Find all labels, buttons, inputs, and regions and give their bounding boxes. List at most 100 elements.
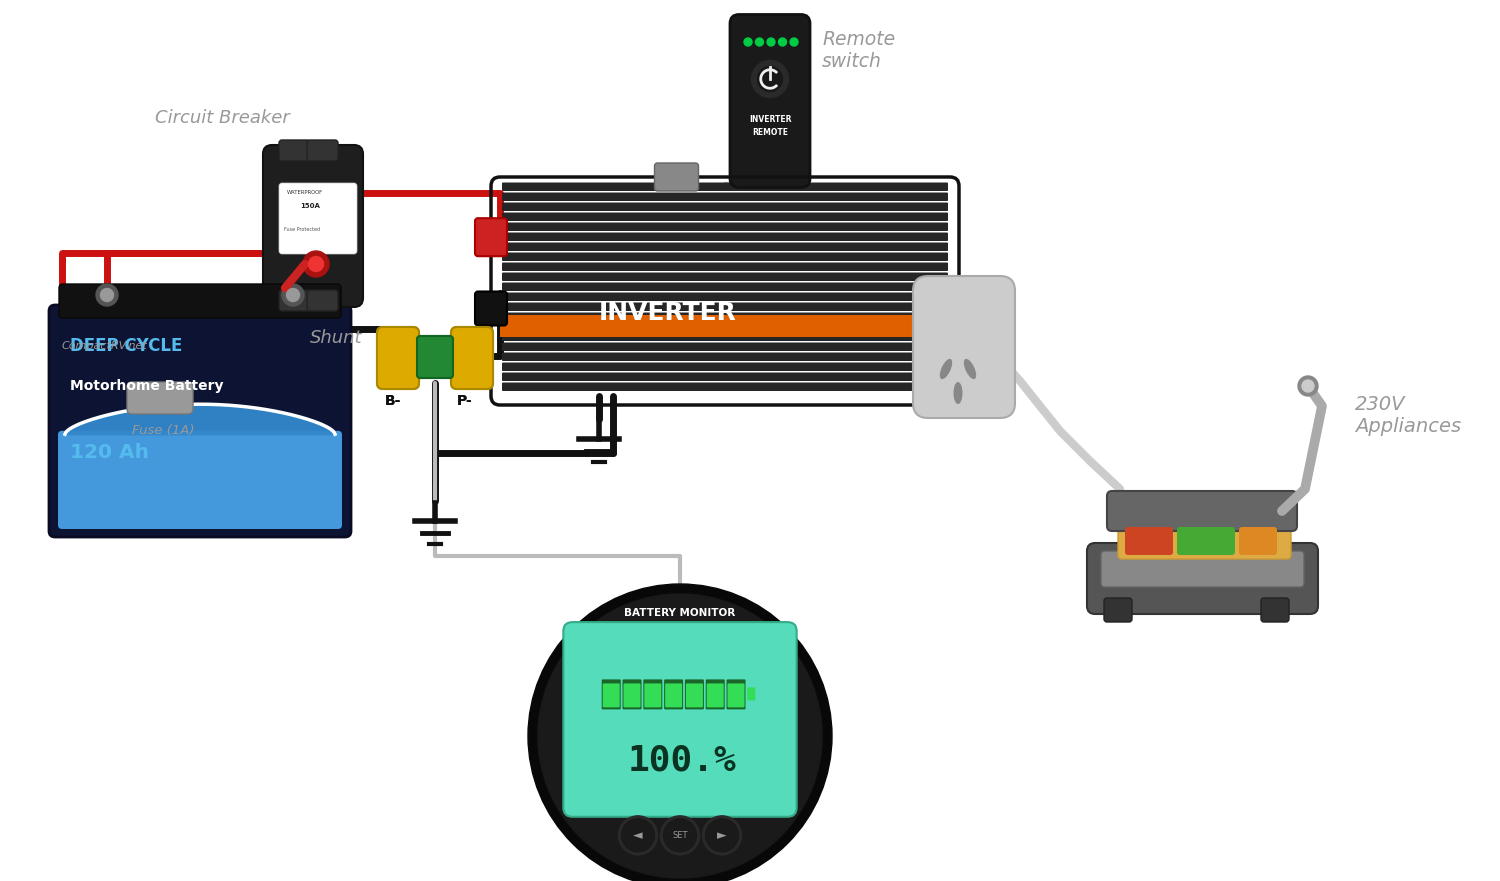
FancyBboxPatch shape — [50, 305, 351, 537]
FancyBboxPatch shape — [503, 283, 948, 291]
FancyBboxPatch shape — [503, 272, 948, 281]
Text: Fuse Protected: Fuse Protected — [284, 227, 320, 232]
FancyBboxPatch shape — [1101, 551, 1304, 587]
Circle shape — [663, 818, 696, 852]
FancyBboxPatch shape — [503, 182, 948, 191]
Circle shape — [756, 38, 764, 46]
FancyBboxPatch shape — [654, 163, 699, 191]
FancyBboxPatch shape — [452, 327, 494, 389]
Text: Fuse (1A): Fuse (1A) — [132, 424, 195, 437]
FancyBboxPatch shape — [664, 684, 682, 707]
FancyBboxPatch shape — [1107, 491, 1298, 531]
FancyBboxPatch shape — [622, 679, 642, 709]
FancyBboxPatch shape — [376, 327, 419, 389]
FancyBboxPatch shape — [706, 684, 723, 707]
Circle shape — [702, 816, 741, 855]
FancyBboxPatch shape — [308, 290, 338, 311]
FancyBboxPatch shape — [1118, 521, 1292, 559]
FancyBboxPatch shape — [279, 140, 310, 161]
Circle shape — [100, 288, 114, 301]
Text: ►: ► — [717, 829, 728, 842]
Text: Remote
switch: Remote switch — [822, 31, 896, 71]
Text: Motorhome Battery: Motorhome Battery — [70, 379, 224, 393]
FancyBboxPatch shape — [417, 336, 453, 378]
Text: INVERTER
REMOTE: INVERTER REMOTE — [748, 115, 792, 137]
FancyBboxPatch shape — [686, 679, 703, 709]
FancyBboxPatch shape — [705, 679, 724, 709]
FancyBboxPatch shape — [726, 679, 746, 709]
FancyBboxPatch shape — [1125, 527, 1173, 555]
FancyBboxPatch shape — [58, 284, 340, 318]
FancyBboxPatch shape — [1104, 598, 1132, 622]
FancyBboxPatch shape — [564, 622, 796, 817]
Text: Circuit Breaker: Circuit Breaker — [154, 109, 290, 127]
Circle shape — [528, 584, 833, 881]
FancyBboxPatch shape — [730, 14, 810, 188]
Circle shape — [286, 288, 300, 301]
FancyBboxPatch shape — [747, 687, 756, 700]
FancyBboxPatch shape — [417, 336, 453, 378]
Circle shape — [744, 38, 752, 46]
FancyBboxPatch shape — [503, 373, 948, 381]
Circle shape — [790, 38, 798, 46]
Circle shape — [282, 284, 304, 306]
FancyBboxPatch shape — [476, 218, 507, 256]
Circle shape — [778, 38, 786, 46]
Text: B-: B- — [386, 394, 402, 408]
Ellipse shape — [954, 382, 963, 404]
FancyBboxPatch shape — [308, 140, 338, 161]
Text: P-: P- — [458, 394, 472, 408]
Ellipse shape — [940, 359, 952, 379]
FancyBboxPatch shape — [602, 679, 621, 709]
FancyBboxPatch shape — [728, 684, 744, 707]
FancyBboxPatch shape — [1178, 527, 1234, 555]
Circle shape — [303, 251, 328, 277]
Circle shape — [96, 284, 118, 306]
FancyBboxPatch shape — [503, 203, 948, 211]
Circle shape — [1298, 376, 1318, 396]
FancyBboxPatch shape — [603, 684, 619, 707]
FancyBboxPatch shape — [503, 233, 948, 241]
Circle shape — [309, 256, 324, 271]
Text: P-: P- — [458, 394, 472, 408]
FancyBboxPatch shape — [58, 431, 342, 529]
FancyBboxPatch shape — [279, 290, 310, 311]
FancyBboxPatch shape — [503, 212, 948, 221]
FancyBboxPatch shape — [624, 684, 640, 707]
Text: CompactRV.net: CompactRV.net — [62, 341, 147, 351]
Text: BATTERY MONITOR: BATTERY MONITOR — [624, 608, 735, 618]
Text: INVERTER: INVERTER — [598, 301, 736, 325]
FancyBboxPatch shape — [503, 292, 948, 301]
FancyBboxPatch shape — [376, 327, 419, 389]
FancyBboxPatch shape — [503, 242, 948, 251]
Circle shape — [621, 818, 654, 852]
FancyBboxPatch shape — [645, 684, 662, 707]
Text: Shunt: Shunt — [310, 329, 363, 347]
Text: ◄: ◄ — [633, 829, 644, 842]
FancyBboxPatch shape — [128, 382, 194, 414]
FancyBboxPatch shape — [503, 302, 948, 311]
Circle shape — [766, 38, 776, 46]
Circle shape — [618, 816, 657, 855]
Circle shape — [1302, 380, 1314, 392]
Circle shape — [660, 816, 699, 855]
Circle shape — [752, 61, 789, 98]
Text: B-: B- — [386, 394, 402, 408]
FancyBboxPatch shape — [503, 253, 948, 261]
FancyBboxPatch shape — [503, 263, 948, 271]
FancyBboxPatch shape — [262, 145, 363, 307]
FancyBboxPatch shape — [503, 193, 948, 201]
FancyBboxPatch shape — [686, 684, 703, 707]
Ellipse shape — [964, 359, 976, 379]
FancyBboxPatch shape — [503, 362, 948, 371]
Circle shape — [705, 818, 738, 852]
Text: WATERPROOF: WATERPROOF — [286, 190, 322, 195]
FancyBboxPatch shape — [503, 223, 948, 231]
FancyBboxPatch shape — [503, 352, 948, 361]
FancyBboxPatch shape — [503, 382, 948, 391]
FancyBboxPatch shape — [503, 343, 948, 351]
FancyBboxPatch shape — [503, 313, 948, 321]
Text: 120 Ah: 120 Ah — [70, 443, 148, 463]
FancyBboxPatch shape — [476, 292, 507, 325]
FancyBboxPatch shape — [1239, 527, 1276, 555]
